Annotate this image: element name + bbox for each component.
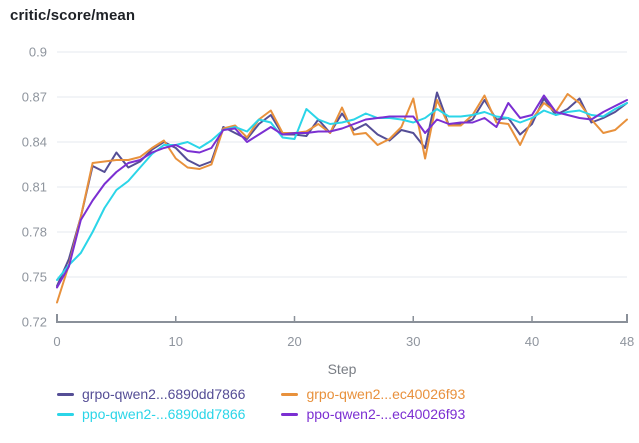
y-axis-tick-label: 0.78 [22,225,47,240]
chart-title: critic/score/mean [10,7,136,24]
series-line-0 [56,91,628,287]
x-axis-tick-label: 40 [525,334,539,349]
legend-item-3[interactable]: ppo-qwen2-...ec40026f93 [281,406,465,422]
x-axis-tick-label: 48 [620,334,634,349]
legend-swatch [57,392,74,396]
x-axis-tick-label: 20 [287,334,301,349]
gridlines [57,51,627,278]
x-axis [56,314,628,323]
y-axis-tick-label: 0.72 [22,315,47,330]
line-chart[interactable]: 0.90.870.840.810.780.750.72 0 10 20 30 40 48 … [0,0,639,382]
y-axis-tick-label: 0.84 [22,135,47,150]
x-axis-tick-label: 10 [169,334,183,349]
y-axis-tick-labels: 0.9 0.87 0.84 0.81 0.78 0.75 0.72 [22,45,47,330]
series-line-1 [56,93,628,304]
x-axis-label: Step [328,361,357,377]
chart-legend: grpo-qwen2...6890dd7866 grpo-qwen2...ec40… [57,386,465,422]
legend-swatch [281,412,299,416]
legend-label: grpo-qwen2...6890dd7866 [82,386,246,402]
legend-label: grpo-qwen2...ec40026f93 [306,386,466,402]
y-axis-tick-label: 0.75 [22,270,47,285]
legend-swatch [57,412,74,416]
y-axis-tick-label: 0.87 [22,90,47,105]
x-axis-tick-label: 0 [53,334,60,349]
legend-item-2[interactable]: ppo-qwen2-...6890dd7866 [57,406,245,422]
x-axis-tick-labels: 0 10 20 30 40 48 [53,334,634,349]
x-axis-tick-label: 30 [406,334,420,349]
y-axis-tick-label: 0.81 [22,180,47,195]
series-line-3 [56,94,628,289]
legend-swatch [281,392,299,396]
series-lines [56,91,628,304]
legend-item-1[interactable]: grpo-qwen2...ec40026f93 [281,386,465,402]
y-axis-tick-label: 0.9 [29,45,47,60]
legend-label: ppo-qwen2-...6890dd7866 [82,406,246,422]
legend-item-0[interactable]: grpo-qwen2...6890dd7866 [57,386,245,402]
legend-label: ppo-qwen2-...ec40026f93 [306,406,466,422]
series-line-2 [56,102,628,281]
